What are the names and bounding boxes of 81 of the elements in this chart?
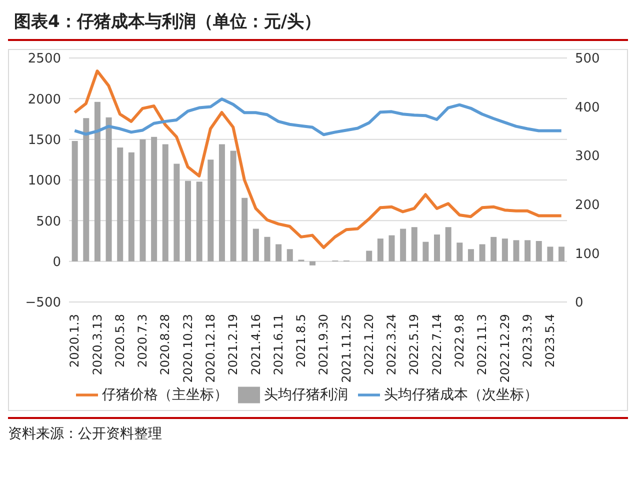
x-tick-label: 2020.5.8 — [112, 314, 127, 368]
y2-tick-label: 200 — [575, 198, 600, 214]
y-tick-label: 1000 — [28, 174, 61, 189]
x-tick-label: 2021.4.16 — [248, 314, 263, 376]
x-tick-label: 2022.1.20 — [362, 314, 376, 376]
bar — [310, 261, 316, 266]
bar — [524, 240, 531, 262]
x-tick-label: 2020.8.28 — [158, 314, 172, 376]
y-tick-label: 2500 — [28, 52, 61, 67]
y-tick-label: 0 — [52, 254, 61, 270]
bar — [366, 250, 372, 262]
bar — [502, 238, 508, 262]
y2-tick-label: 400 — [575, 100, 600, 116]
x-tick-label: 2021.2.19 — [226, 314, 240, 376]
bar — [196, 182, 202, 262]
bar — [128, 152, 134, 262]
legend-label: 头均仔猪成本（次坐标） — [384, 386, 538, 403]
x-tick-label: 2020.7.3 — [136, 314, 150, 368]
bar — [242, 198, 248, 262]
bar — [513, 240, 520, 262]
bar — [151, 136, 158, 262]
x-tick-label: 2020.1.3 — [68, 314, 82, 368]
bar — [490, 236, 497, 262]
line-series — [73, 70, 563, 250]
x-tick-label: 2021.8.5 — [294, 314, 308, 368]
x-tick-label: 2021.11.25 — [339, 314, 354, 383]
x-tick-label: 2020.12.18 — [203, 314, 218, 383]
bar — [400, 228, 406, 262]
bar — [72, 140, 78, 262]
bar — [445, 227, 452, 262]
y2-tick-label: 0 — [575, 296, 584, 311]
y2-tick-label: 500 — [575, 52, 600, 67]
legend-label: 头均仔猪利润 — [264, 386, 348, 403]
bar — [230, 150, 236, 262]
x-tick-label: 2022.5.19 — [407, 314, 422, 376]
bar — [456, 242, 463, 262]
bar — [479, 244, 486, 262]
bar — [185, 180, 192, 262]
bar — [252, 228, 259, 262]
y-tick-label: 500 — [36, 214, 61, 230]
x-tick-label: 2020.3.13 — [90, 314, 104, 376]
x-tick-label: 2022.7.14 — [430, 314, 444, 376]
y-tick-label: −500 — [25, 296, 61, 311]
text: 资料来源：公开资料整理 — [8, 425, 163, 443]
x-tick-label: 2020.10.23 — [180, 314, 195, 383]
x-tick-label: 2022.3.24 — [384, 314, 399, 376]
bar — [377, 238, 384, 262]
x-tick-label: 2022.11.3 — [475, 314, 490, 376]
bar — [558, 246, 565, 262]
bar — [94, 102, 100, 262]
bar — [106, 117, 112, 262]
bar — [276, 244, 282, 262]
bar — [83, 118, 90, 262]
bar — [411, 227, 418, 262]
bar — [162, 144, 168, 262]
x-tick-label: 2021.6.11 — [271, 314, 286, 376]
bar — [117, 147, 124, 262]
y-tick-label: 2000 — [28, 92, 61, 108]
bar — [208, 160, 214, 262]
bar — [536, 241, 542, 262]
bar — [547, 246, 554, 262]
bar — [422, 242, 429, 262]
y-tick-label: 1500 — [28, 132, 61, 148]
bar — [388, 235, 395, 262]
bar — [286, 249, 293, 262]
bar — [140, 139, 146, 262]
bar — [468, 249, 474, 262]
line-series — [73, 97, 563, 136]
x-tick-label: 2022.12.29 — [498, 314, 512, 383]
bar — [174, 164, 180, 262]
y2-tick-label: 100 — [575, 246, 600, 262]
bar — [218, 144, 225, 262]
x-tick-label: 2022.9.8 — [452, 314, 466, 368]
chart-title: 图表4：仔猪成本与利润（单位：元/头） — [8, 8, 628, 41]
bar — [264, 236, 270, 262]
legend-label: 仔猪价格（主坐标） — [102, 386, 228, 403]
x-tick-label: 2023.3.9 — [520, 314, 534, 368]
x-tick-label: 2021.9.30 — [316, 314, 331, 376]
y2-tick-label: 300 — [575, 149, 600, 164]
x-tick-label: 2023.5.4 — [543, 314, 558, 368]
bar — [434, 234, 440, 262]
